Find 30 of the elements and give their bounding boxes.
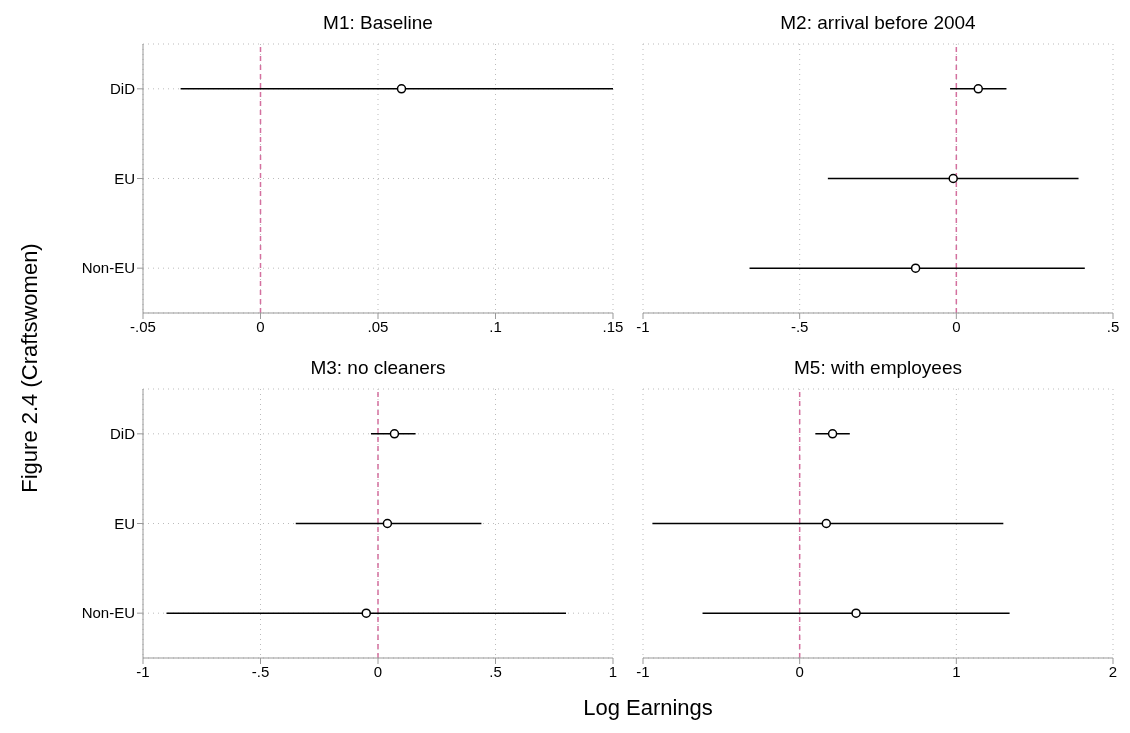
x-tick-label: .05 — [367, 317, 389, 335]
x-tick-label: 0 — [256, 317, 265, 335]
x-tick-label: 1 — [608, 662, 618, 680]
x-axis-title: Log Earnings — [583, 695, 713, 721]
x-tick-label: -1 — [136, 662, 150, 680]
chart-title: M5: with employees — [793, 357, 963, 379]
x-tick-label: 0 — [373, 662, 383, 680]
x-tick-label: 0 — [952, 317, 961, 335]
y-tick-label: EU — [114, 514, 135, 532]
chart-title: M2: arrival before 2004 — [779, 12, 977, 34]
x-tick-label: .1 — [489, 317, 502, 335]
chart-title: M3: no cleaners — [309, 357, 447, 379]
x-tick-label: -1 — [636, 662, 650, 680]
x-tick-label: 2 — [1108, 662, 1118, 680]
y-tick-label: DiD — [110, 425, 136, 443]
x-tick-label: .5 — [489, 662, 502, 680]
x-tick-label: .15 — [602, 317, 624, 335]
y-tick-label: EU — [114, 169, 135, 187]
x-tick-label: -.05 — [130, 317, 156, 335]
x-tick-label: -.5 — [251, 662, 270, 680]
y-axis-title: Figure 2.4 (Craftswomen) — [17, 243, 43, 493]
y-tick-label: Non-EU — [81, 259, 135, 277]
chart-title: M1: Baseline — [322, 12, 434, 34]
x-tick-label: 1 — [952, 662, 961, 680]
x-tick-label: 0 — [795, 662, 804, 680]
x-tick-label: -.5 — [790, 317, 809, 335]
x-tick-label: .5 — [1106, 317, 1120, 335]
y-tick-label: DiD — [110, 80, 136, 98]
y-tick-label: Non-EU — [81, 604, 135, 622]
x-tick-label: -1 — [636, 317, 650, 335]
